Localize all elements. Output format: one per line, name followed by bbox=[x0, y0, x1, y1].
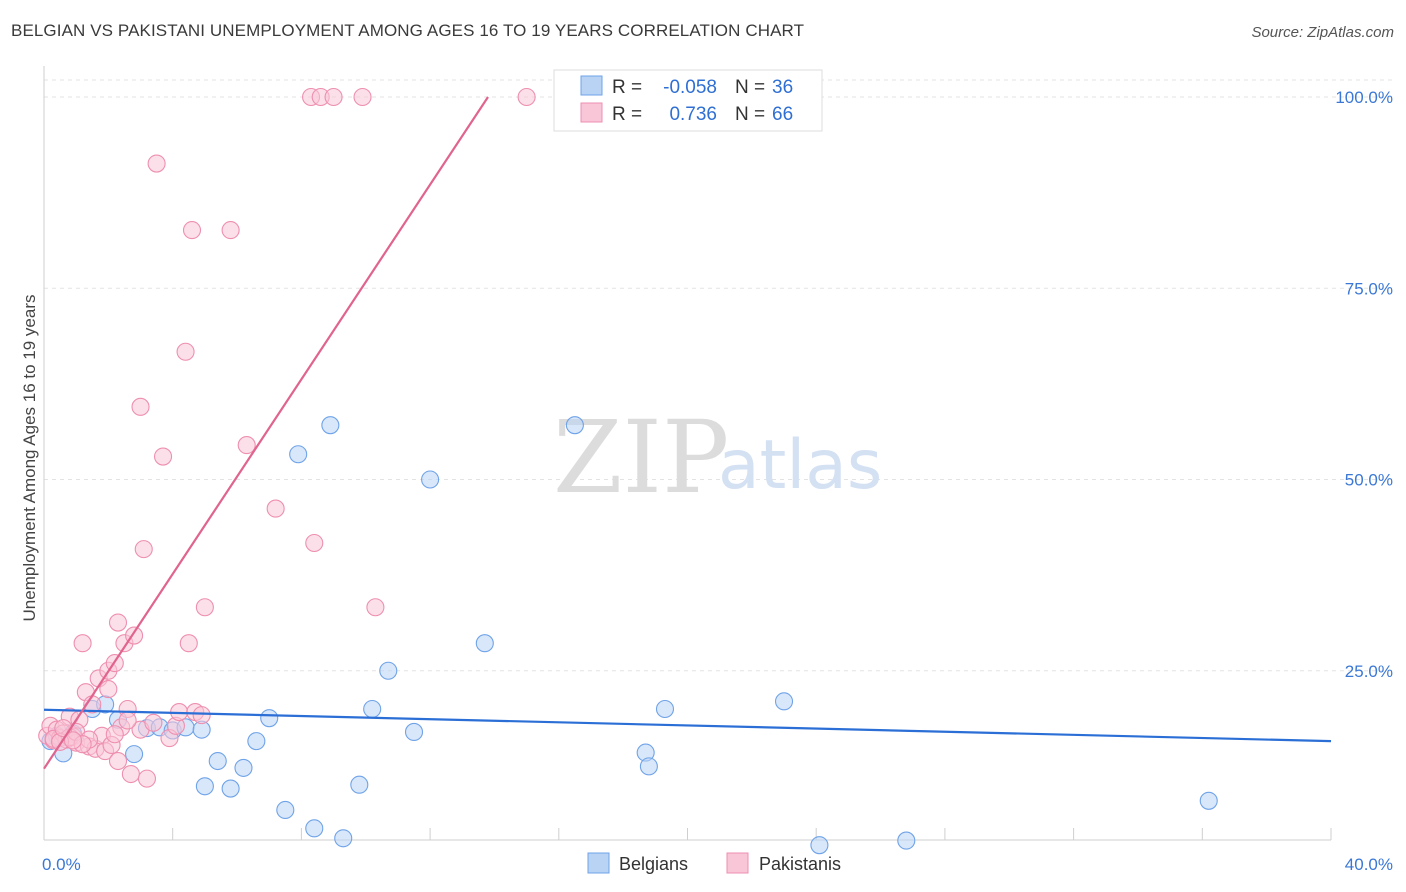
point-pakistanis bbox=[176, 342, 195, 361]
point-belgians bbox=[234, 758, 253, 777]
point-belgians bbox=[195, 777, 214, 796]
legend-n-label: N = bbox=[735, 77, 765, 98]
point-belgians bbox=[379, 661, 398, 680]
chart-title: BELGIAN VS PAKISTANI UNEMPLOYMENT AMONG … bbox=[11, 21, 805, 40]
y-tick-labels: 25.0% 50.0% 75.0% 100.0% bbox=[1335, 88, 1393, 681]
point-pakistanis bbox=[305, 533, 324, 553]
legend-r-label: R = bbox=[612, 104, 642, 125]
trend-line-pakistanis bbox=[43, 96, 489, 770]
point-pakistanis bbox=[195, 598, 214, 617]
legend-swatch-belgians bbox=[587, 852, 610, 874]
trend-lines bbox=[43, 96, 1332, 770]
point-belgians bbox=[774, 692, 794, 711]
point-pakistanis bbox=[182, 221, 202, 240]
chart-source: Source: ZipAtlas.com bbox=[1251, 24, 1394, 41]
watermark: ZIP atlas bbox=[553, 399, 882, 516]
legend-r-value: -0.058 bbox=[663, 77, 717, 98]
point-belgians bbox=[247, 732, 266, 751]
point-pakistanis bbox=[266, 499, 285, 518]
legend-n-value: 36 bbox=[772, 77, 793, 98]
point-pakistanis bbox=[517, 87, 536, 107]
watermark-zip: ZIP bbox=[553, 399, 729, 516]
x-tick-label: 40.0% bbox=[1345, 855, 1393, 874]
point-pakistanis bbox=[237, 436, 256, 455]
point-belgians bbox=[565, 416, 584, 435]
point-belgians bbox=[639, 757, 658, 776]
legend-r-label: R = bbox=[612, 77, 642, 98]
legend-label-pakistanis: Pakistanis bbox=[759, 854, 841, 874]
point-belgians bbox=[350, 775, 369, 794]
point-belgians bbox=[305, 819, 324, 838]
point-pakistanis bbox=[63, 731, 83, 750]
point-belgians bbox=[363, 699, 382, 719]
point-pakistanis bbox=[324, 87, 343, 107]
legend-n-label: N = bbox=[735, 104, 765, 125]
legend-swatch-pakistanis bbox=[580, 102, 603, 123]
trend-line-belgians bbox=[43, 708, 1332, 743]
point-belgians bbox=[260, 709, 279, 728]
point-belgians bbox=[404, 722, 424, 742]
point-pakistanis bbox=[121, 764, 140, 784]
point-pakistanis bbox=[118, 711, 137, 730]
x-tick-label: 0.0% bbox=[42, 855, 81, 874]
legend-swatch-belgians bbox=[580, 75, 603, 96]
y-tick-label: 25.0% bbox=[1345, 662, 1393, 681]
point-belgians bbox=[810, 836, 829, 855]
point-pakistanis bbox=[192, 706, 211, 725]
point-pakistanis bbox=[147, 154, 166, 173]
y-axis-title: Unemployment Among Ages 16 to 19 years bbox=[20, 295, 39, 622]
point-pakistanis bbox=[366, 598, 385, 617]
point-belgians bbox=[321, 416, 340, 435]
point-belgians bbox=[221, 779, 240, 798]
y-tick-label: 50.0% bbox=[1345, 471, 1393, 490]
point-belgians bbox=[276, 800, 295, 820]
point-belgians bbox=[208, 751, 227, 771]
legend-n-value: 66 bbox=[772, 104, 793, 125]
point-pakistanis bbox=[179, 634, 198, 653]
point-pakistanis bbox=[353, 87, 372, 107]
axes bbox=[43, 66, 1332, 841]
x-tick-labels: 0.0% 40.0% bbox=[42, 855, 1393, 874]
point-pakistanis bbox=[134, 540, 153, 559]
point-belgians bbox=[655, 699, 675, 719]
correlation-legend: R = -0.058 N = 36 R = 0.736 N = 66 bbox=[553, 69, 823, 132]
y-tick-label: 75.0% bbox=[1345, 279, 1393, 298]
point-belgians bbox=[289, 445, 308, 464]
point-belgians bbox=[475, 634, 494, 653]
point-pakistanis bbox=[73, 634, 92, 653]
point-pakistanis bbox=[153, 447, 173, 466]
point-pakistanis bbox=[108, 613, 128, 632]
point-pakistanis bbox=[108, 751, 128, 771]
point-pakistanis bbox=[221, 221, 240, 240]
point-pakistanis bbox=[144, 713, 163, 732]
watermark-atlas: atlas bbox=[718, 426, 882, 505]
legend-swatch-pakistanis bbox=[726, 852, 749, 874]
point-pakistanis bbox=[99, 680, 118, 699]
point-belgians bbox=[334, 829, 353, 848]
y-tick-label: 100.0% bbox=[1335, 88, 1393, 107]
legend-label-belgians: Belgians bbox=[619, 854, 688, 874]
point-pakistanis bbox=[137, 769, 157, 788]
point-belgians bbox=[421, 470, 440, 489]
gridlines bbox=[44, 79, 1392, 672]
point-pakistanis bbox=[131, 397, 150, 416]
point-belgians bbox=[125, 745, 144, 764]
point-belgians bbox=[1199, 791, 1218, 810]
series-legend: Belgians Pakistanis bbox=[587, 852, 841, 874]
point-pakistanis bbox=[105, 725, 124, 744]
legend-r-value: 0.736 bbox=[669, 104, 717, 125]
point-belgians bbox=[897, 831, 916, 850]
